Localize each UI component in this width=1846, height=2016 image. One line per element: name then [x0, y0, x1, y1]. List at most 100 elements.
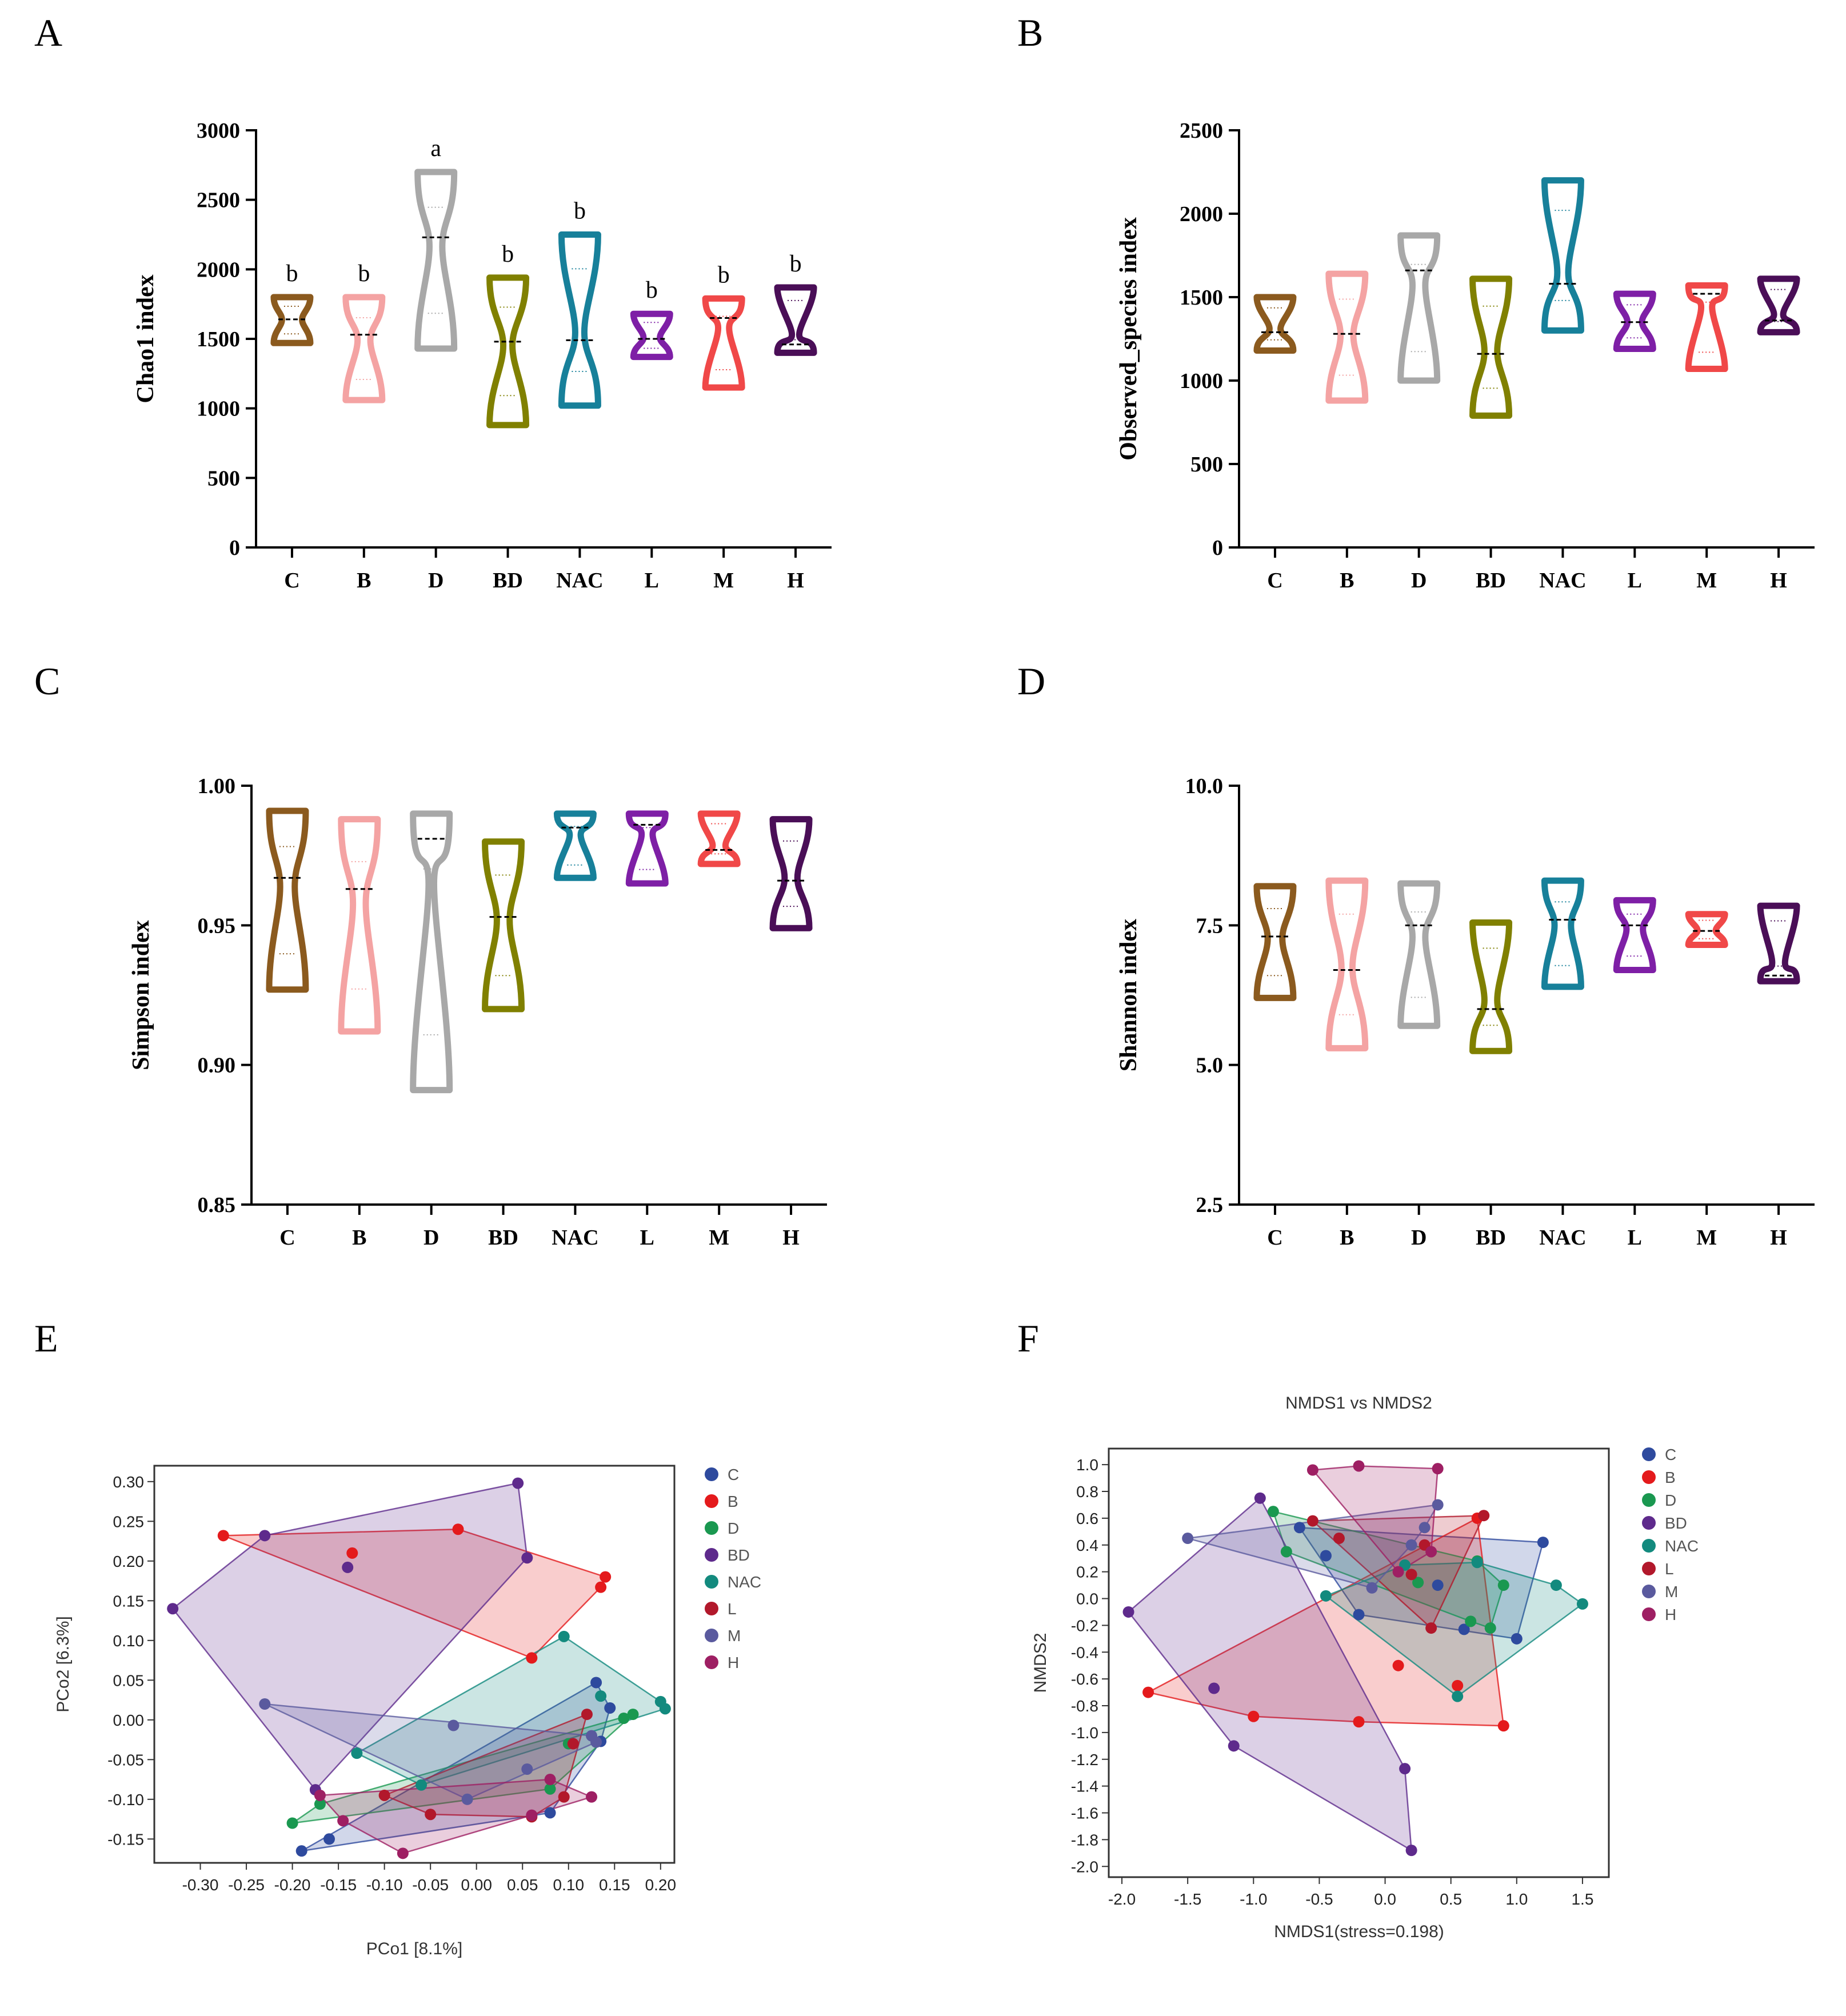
legend-label-b: B [1665, 1469, 1676, 1486]
violin-M [1685, 911, 1728, 949]
legend-label-l: L [728, 1600, 737, 1618]
x-tick-label: -0.20 [274, 1876, 311, 1894]
y-tick-label: 0.10 [113, 1632, 145, 1650]
y-tick-label: 0.05 [113, 1671, 145, 1689]
violin-C [270, 294, 314, 346]
point-d [618, 1713, 630, 1725]
y-tick-label: -0.15 [107, 1830, 144, 1848]
legend-marker-b [705, 1494, 718, 1508]
point-m [461, 1793, 473, 1805]
legend-label-d: D [1665, 1491, 1676, 1509]
significance-letter: b [358, 261, 370, 287]
point-l [1478, 1510, 1490, 1522]
panel-label-c: C [34, 659, 60, 703]
point-c [1432, 1579, 1444, 1591]
point-bd [512, 1477, 524, 1489]
y-axis-title: Chao1 index [133, 274, 159, 403]
violin-BD [1469, 275, 1513, 419]
legend-label-bd: BD [728, 1546, 750, 1564]
point-m [259, 1698, 271, 1710]
y-tick-label: 1000 [1180, 369, 1223, 393]
y-axis-title: NMDS2 [1031, 1633, 1050, 1693]
legend-marker-m [705, 1629, 718, 1642]
x-tick-label: D [423, 1226, 439, 1250]
violin-B [1325, 270, 1369, 404]
y-tick-label: 2000 [1180, 202, 1223, 226]
point-b [1392, 1659, 1404, 1671]
y-tick-label: -0.8 [1071, 1697, 1098, 1715]
y-tick-label: 0 [229, 536, 240, 560]
point-d [1412, 1577, 1424, 1589]
point-nac [595, 1690, 607, 1702]
y-tick-label: 0 [1212, 536, 1223, 560]
y-tick-label: 0.0 [1076, 1590, 1098, 1608]
y-tick-label: 0.8 [1076, 1483, 1098, 1501]
y-tick-label: 0.30 [113, 1473, 145, 1491]
x-tick-label: D [1411, 1226, 1427, 1250]
x-tick-label: -0.15 [320, 1876, 357, 1894]
point-b [526, 1652, 538, 1664]
x-tick-label: 0.10 [553, 1876, 585, 1894]
point-nac [1320, 1590, 1332, 1602]
violin-H [1757, 902, 1800, 985]
panel-label-e: E [34, 1317, 58, 1360]
y-tick-label: -0.05 [107, 1751, 144, 1769]
point-c [295, 1845, 307, 1857]
y-tick-label: -1.0 [1071, 1724, 1098, 1742]
x-tick-label: C [1267, 1226, 1282, 1250]
significance-letter: b [286, 261, 298, 287]
point-b [1497, 1720, 1509, 1732]
point-bd [1228, 1740, 1240, 1752]
point-c [1353, 1609, 1365, 1621]
point-h [337, 1815, 349, 1827]
significance-letter: b [790, 251, 802, 277]
point-h [544, 1774, 556, 1786]
violin-B [342, 294, 386, 403]
x-tick-label: NAC [552, 1226, 598, 1250]
y-tick-label: 1.0 [1076, 1456, 1098, 1474]
x-tick-label: BD [1476, 569, 1506, 593]
violin-M [697, 810, 741, 867]
x-tick-label: 0.0 [1374, 1890, 1396, 1908]
x-tick-label: NAC [1539, 569, 1586, 593]
point-m [586, 1730, 598, 1742]
y-tick-label: 7.5 [1196, 914, 1224, 938]
legend-label-c: C [728, 1466, 739, 1483]
point-m [447, 1719, 459, 1731]
legend-label-h: H [1665, 1606, 1676, 1623]
point-b [346, 1547, 358, 1559]
y-tick-label: 5.0 [1196, 1054, 1224, 1078]
point-bd [521, 1552, 533, 1564]
y-tick-label: -1.2 [1071, 1751, 1098, 1769]
point-m [1405, 1539, 1417, 1551]
point-l [1333, 1533, 1345, 1545]
point-h [1425, 1546, 1437, 1558]
point-nac [558, 1630, 570, 1642]
violin-L [1613, 897, 1656, 974]
x-tick-label: B [352, 1226, 366, 1250]
nmds-scatter-chart: -2.0 -1.5 -1.0 -0.5 0.0 0.5 1.0 1.5 -2.0 -1.8 -1.6… [1031, 1394, 1699, 1941]
x-tick-label: 1.0 [1505, 1890, 1528, 1908]
panel-label-b: B [1017, 11, 1043, 54]
y-tick-label: -0.2 [1071, 1617, 1098, 1634]
observed-species-violin-chart: 0 500 1000 1500 2000 2500 Observed_species ind… [1116, 119, 1815, 593]
x-tick-label: 0.00 [461, 1876, 492, 1894]
significance-letter: a [430, 135, 441, 162]
x-tick-label: -0.25 [228, 1876, 265, 1894]
legend-marker-b [1642, 1470, 1656, 1484]
y-tick-label: 1000 [197, 397, 240, 421]
plot-frame [153, 1465, 676, 1864]
point-h [314, 1789, 326, 1801]
x-tick-label: -0.5 [1305, 1890, 1333, 1908]
y-axis-title: Shannon index [1116, 919, 1142, 1071]
y-tick-label: 0.95 [198, 914, 236, 938]
point-h [1353, 1460, 1365, 1472]
y-axis-title: PCo2 [6.3%] [54, 1616, 73, 1712]
point-c [604, 1702, 616, 1714]
x-tick-label: B [1340, 1226, 1354, 1250]
point-c [1458, 1623, 1470, 1635]
y-tick-label: 10.0 [1185, 774, 1224, 798]
point-h [1392, 1566, 1404, 1578]
point-b [1452, 1679, 1464, 1691]
x-tick-label: 0.5 [1440, 1890, 1462, 1908]
